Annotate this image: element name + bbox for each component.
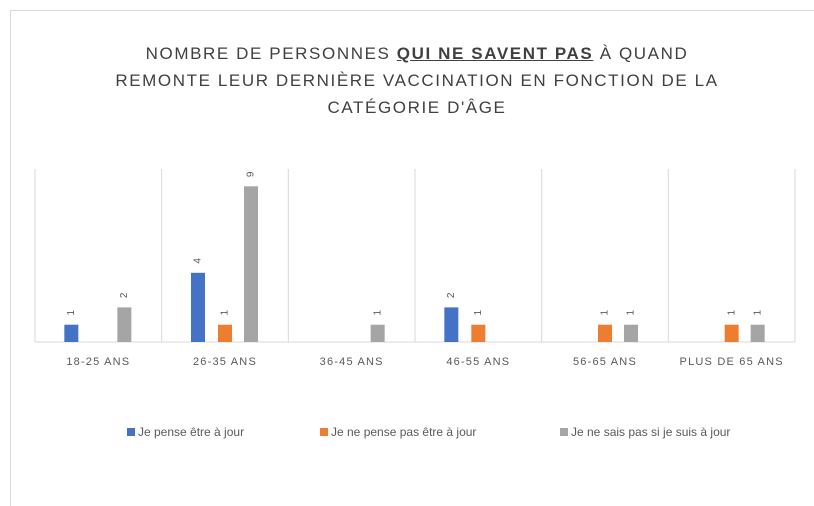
bar <box>218 324 232 342</box>
x-tick-label: 36-45 ANS <box>320 356 384 368</box>
title-part: NOMBRE DE PERSONNES <box>145 44 397 63</box>
bar <box>191 272 205 342</box>
bar <box>244 186 258 342</box>
chart-title: NOMBRE DE PERSONNES QUI NE SAVENT PAS À … <box>107 40 727 121</box>
data-label: 1 <box>752 309 763 315</box>
x-tick-label: 18-25 ANS <box>66 356 130 368</box>
data-label: 1 <box>626 309 637 315</box>
legend-swatch <box>560 428 568 436</box>
title-part: À QUAND REMONTE LEUR DERNIÈRE VACCINATIO… <box>115 44 719 117</box>
bar <box>471 324 486 342</box>
title-emphasis: QUI NE SAVENT PAS <box>396 44 594 63</box>
bar <box>64 324 79 342</box>
data-label: 1 <box>66 309 77 315</box>
bar <box>117 307 132 342</box>
chart-border <box>10 10 814 506</box>
bar <box>370 324 385 342</box>
bar <box>750 324 765 342</box>
x-tick-label: 26-35 ANS <box>193 356 257 368</box>
data-label: 2 <box>119 292 130 298</box>
data-label: 1 <box>220 309 231 315</box>
bar <box>724 324 739 342</box>
data-label: 1 <box>473 309 484 315</box>
data-label: 9 <box>246 171 257 177</box>
data-label: 1 <box>372 309 383 315</box>
legend-label: Je ne pense pas être à jour <box>331 425 476 439</box>
x-tick-label: PLUS DE 65 ANS <box>680 356 784 368</box>
x-tick-label: 46-55 ANS <box>446 356 510 368</box>
legend-label: Je pense être à jour <box>138 425 244 439</box>
data-label: 1 <box>600 309 611 315</box>
data-label: 2 <box>446 292 457 298</box>
data-label: 1 <box>726 309 737 315</box>
legend-swatch <box>320 428 328 436</box>
x-tick-label: 56-65 ANS <box>573 356 637 368</box>
bar <box>444 307 459 342</box>
data-label: 4 <box>193 258 204 264</box>
bar <box>624 324 638 342</box>
bar <box>598 324 612 342</box>
legend-swatch <box>127 428 135 436</box>
legend-label: Je ne sais pas si je suis à jour <box>571 425 730 439</box>
